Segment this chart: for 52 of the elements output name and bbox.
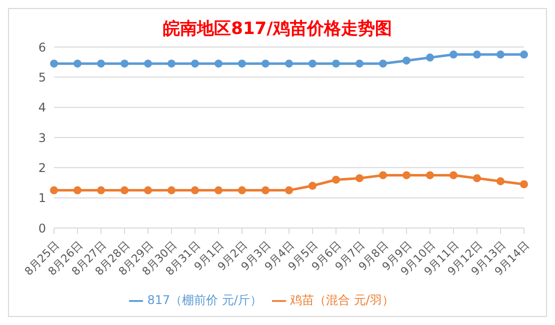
point	[402, 56, 410, 65]
y-tick-label: 0	[38, 221, 46, 236]
point	[379, 171, 387, 180]
point	[426, 171, 434, 180]
y-tick-label: 3	[38, 130, 46, 145]
point	[356, 174, 364, 182]
y-tick-label: 5	[38, 70, 46, 84]
point	[97, 186, 105, 194]
y-tick-label: 6	[38, 40, 46, 54]
point	[402, 171, 410, 180]
point	[285, 60, 293, 68]
y-tick-label: 4	[38, 100, 46, 115]
point	[191, 186, 199, 194]
point	[450, 171, 458, 180]
point	[496, 177, 504, 186]
point	[262, 186, 270, 194]
chart-title: 皖南地区817/鸡苗价格走势图	[162, 18, 393, 41]
point	[50, 60, 58, 68]
point	[473, 50, 481, 59]
legend-label: 鸡苗（混合 元/羽）	[290, 293, 394, 307]
point	[144, 60, 152, 68]
point	[262, 60, 270, 68]
point	[308, 182, 316, 190]
point	[285, 186, 293, 194]
point	[379, 60, 387, 68]
point	[120, 186, 128, 194]
point	[50, 186, 58, 194]
point	[473, 174, 481, 182]
point	[520, 50, 528, 59]
point	[520, 180, 528, 188]
point	[356, 60, 364, 68]
point	[426, 54, 434, 62]
point	[450, 50, 458, 59]
point	[238, 186, 246, 194]
legend-label: 817（棚前价 元/斤）	[147, 293, 262, 307]
point	[214, 186, 222, 194]
point	[144, 186, 152, 194]
point	[168, 186, 176, 194]
point	[191, 60, 199, 68]
point	[74, 186, 82, 194]
y-tick-label: 2	[38, 160, 46, 175]
point	[97, 60, 105, 68]
point	[308, 60, 316, 68]
point	[238, 60, 246, 68]
point	[332, 60, 340, 68]
point	[168, 60, 176, 68]
point	[332, 176, 340, 184]
point	[214, 60, 222, 68]
point	[120, 60, 128, 68]
point	[74, 60, 82, 68]
y-tick-label: 1	[38, 191, 46, 206]
point	[496, 50, 504, 59]
